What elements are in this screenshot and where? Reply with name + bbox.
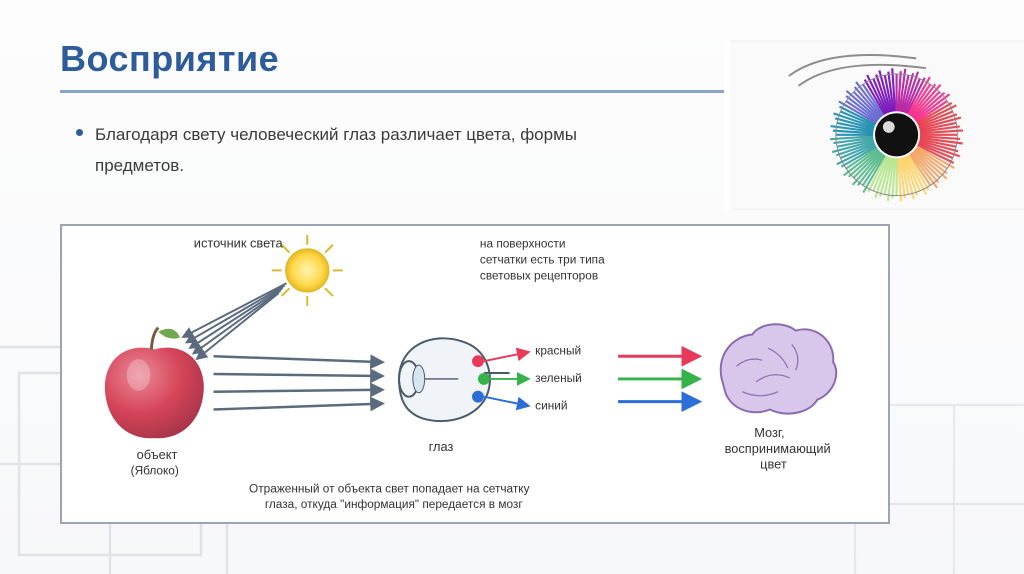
apple-icon: [105, 328, 204, 439]
label-retina-1: на поверхности: [480, 237, 566, 251]
eye-photo: [724, 40, 1024, 210]
slide-root: Восприятие Благодаря свету человеческий …: [0, 0, 1024, 574]
bullet-dot: [76, 129, 83, 136]
label-retina-2: сетчатки есть три типа: [480, 252, 605, 266]
label-light-source: источник света: [194, 236, 284, 251]
bullet-text: Благодаря свету человеческий глаз различ…: [95, 120, 596, 181]
label-cone-blue: синий: [535, 399, 567, 413]
object-arrows: [214, 356, 382, 409]
diagram-svg: источник света объект (Яблоко): [62, 226, 888, 522]
brain-arrows: [618, 356, 697, 401]
label-footer-1: Отраженный от объекта свет попадает на с…: [249, 481, 530, 495]
label-retina-3: световых рецепторов: [480, 268, 598, 282]
title-text: Восприятие: [60, 38, 279, 80]
page-title: Восприятие: [60, 38, 279, 80]
label-eye: глаз: [429, 439, 454, 454]
cone-label-arrows: [484, 352, 527, 405]
label-object: объект: [137, 447, 178, 462]
sun-rays: [184, 283, 287, 358]
label-object-sub: (Яблоко): [131, 464, 179, 478]
diagram-frame: источник света объект (Яблоко): [60, 224, 890, 524]
bullet-row: Благодаря свету человеческий глаз различ…: [76, 120, 596, 181]
label-brain-2: воспринимающий: [725, 441, 831, 456]
brain-icon: [721, 324, 837, 413]
label-cone-green: зеленый: [535, 371, 582, 385]
label-footer-2: глаза, откуда "информация" передается в …: [265, 497, 523, 511]
label-brain-1: Мозг,: [754, 425, 784, 440]
label-brain-3: цвет: [760, 457, 787, 472]
label-cone-red: красный: [535, 343, 581, 357]
